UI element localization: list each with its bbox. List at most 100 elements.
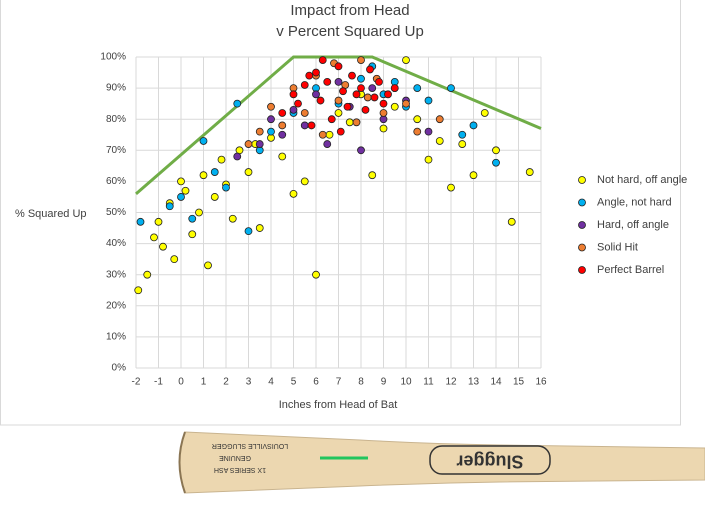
data-point: [301, 122, 308, 129]
y-tick-label: 40%: [106, 238, 126, 249]
data-point: [526, 169, 533, 176]
y-tick-label: 50%: [106, 207, 126, 218]
data-point: [290, 106, 297, 113]
data-point: [319, 131, 326, 138]
data-point: [369, 85, 376, 92]
data-point: [166, 203, 173, 210]
data-point: [218, 156, 225, 163]
x-tick-label: 1: [201, 377, 207, 388]
x-tick-label: 13: [468, 377, 480, 388]
data-point: [279, 109, 286, 116]
data-point: [295, 100, 302, 107]
legend-label: Solid Hit: [597, 241, 638, 253]
data-point: [391, 85, 398, 92]
bat-model: GENUINE: [219, 454, 251, 461]
data-point: [268, 103, 275, 110]
data-point: [403, 100, 410, 107]
x-tick-label: -2: [132, 377, 141, 388]
data-point: [436, 116, 443, 123]
data-point: [200, 137, 207, 144]
data-point: [189, 231, 196, 238]
data-point: [358, 147, 365, 154]
y-axis-label: % Squared Up: [15, 208, 87, 220]
data-point: [245, 169, 252, 176]
data-point: [508, 218, 515, 225]
x-tick-label: 4: [268, 377, 274, 388]
y-tick-label: 80%: [106, 114, 126, 125]
data-point: [335, 63, 342, 70]
data-point: [317, 97, 324, 104]
data-point: [268, 116, 275, 123]
data-point: [470, 172, 477, 179]
legend-label: Hard, off angle: [597, 219, 669, 231]
data-point: [268, 128, 275, 135]
data-point: [160, 243, 167, 250]
data-point: [223, 184, 230, 191]
data-point: [135, 287, 142, 294]
data-point: [481, 109, 488, 116]
data-point: [335, 109, 342, 116]
data-point: [290, 190, 297, 197]
data-point: [391, 103, 398, 110]
data-point: [414, 85, 421, 92]
data-point: [340, 88, 347, 95]
data-point: [155, 218, 162, 225]
x-tick-label: 14: [490, 377, 502, 388]
legend-marker: [579, 244, 586, 251]
data-point: [335, 78, 342, 85]
data-point: [349, 72, 356, 79]
data-point: [414, 116, 421, 123]
data-point: [369, 172, 376, 179]
data-point: [335, 97, 342, 104]
bat: Slugger LOUISVILLE SLUGGER GENUINE 1X SE…: [180, 432, 705, 493]
data-point: [182, 187, 189, 194]
legend-label: Angle, not hard: [597, 196, 672, 208]
y-tick-label: 10%: [106, 332, 126, 343]
data-point: [328, 116, 335, 123]
data-point: [364, 94, 371, 101]
legend-marker: [579, 199, 586, 206]
data-point: [337, 128, 344, 135]
data-point: [256, 128, 263, 135]
data-point: [290, 91, 297, 98]
data-point: [493, 147, 500, 154]
data-point: [358, 85, 365, 92]
data-point: [380, 109, 387, 116]
legend-label: Not hard, off angle: [597, 174, 687, 186]
data-point: [301, 178, 308, 185]
data-point: [353, 119, 360, 126]
data-point: [319, 57, 326, 64]
data-point: [459, 131, 466, 138]
data-point: [308, 122, 315, 129]
data-point: [358, 57, 365, 64]
data-point: [196, 209, 203, 216]
y-tick-label: 100%: [100, 52, 126, 63]
data-point: [436, 137, 443, 144]
data-point: [229, 215, 236, 222]
data-point: [385, 91, 392, 98]
data-point: [362, 106, 369, 113]
data-point: [234, 153, 241, 160]
data-point: [425, 97, 432, 104]
bat-body: [180, 432, 705, 493]
chart-subtitle: v Percent Squared Up: [276, 23, 424, 40]
data-point: [256, 141, 263, 148]
x-tick-label: 12: [445, 377, 457, 388]
x-tick-label: -1: [154, 377, 163, 388]
data-point: [358, 75, 365, 82]
bat-series: 1X SERIES ASH: [214, 466, 266, 473]
data-point: [376, 78, 383, 85]
legend-label: Perfect Barrel: [597, 264, 664, 276]
data-point: [425, 128, 432, 135]
data-point: [301, 81, 308, 88]
data-point: [256, 225, 263, 232]
data-point: [470, 122, 477, 129]
x-tick-label: 5: [291, 377, 297, 388]
data-point: [205, 262, 212, 269]
bat-brand: Slugger: [456, 451, 523, 471]
x-tick-label: 2: [223, 377, 229, 388]
data-point: [324, 78, 331, 85]
data-point: [380, 125, 387, 132]
data-point: [371, 94, 378, 101]
